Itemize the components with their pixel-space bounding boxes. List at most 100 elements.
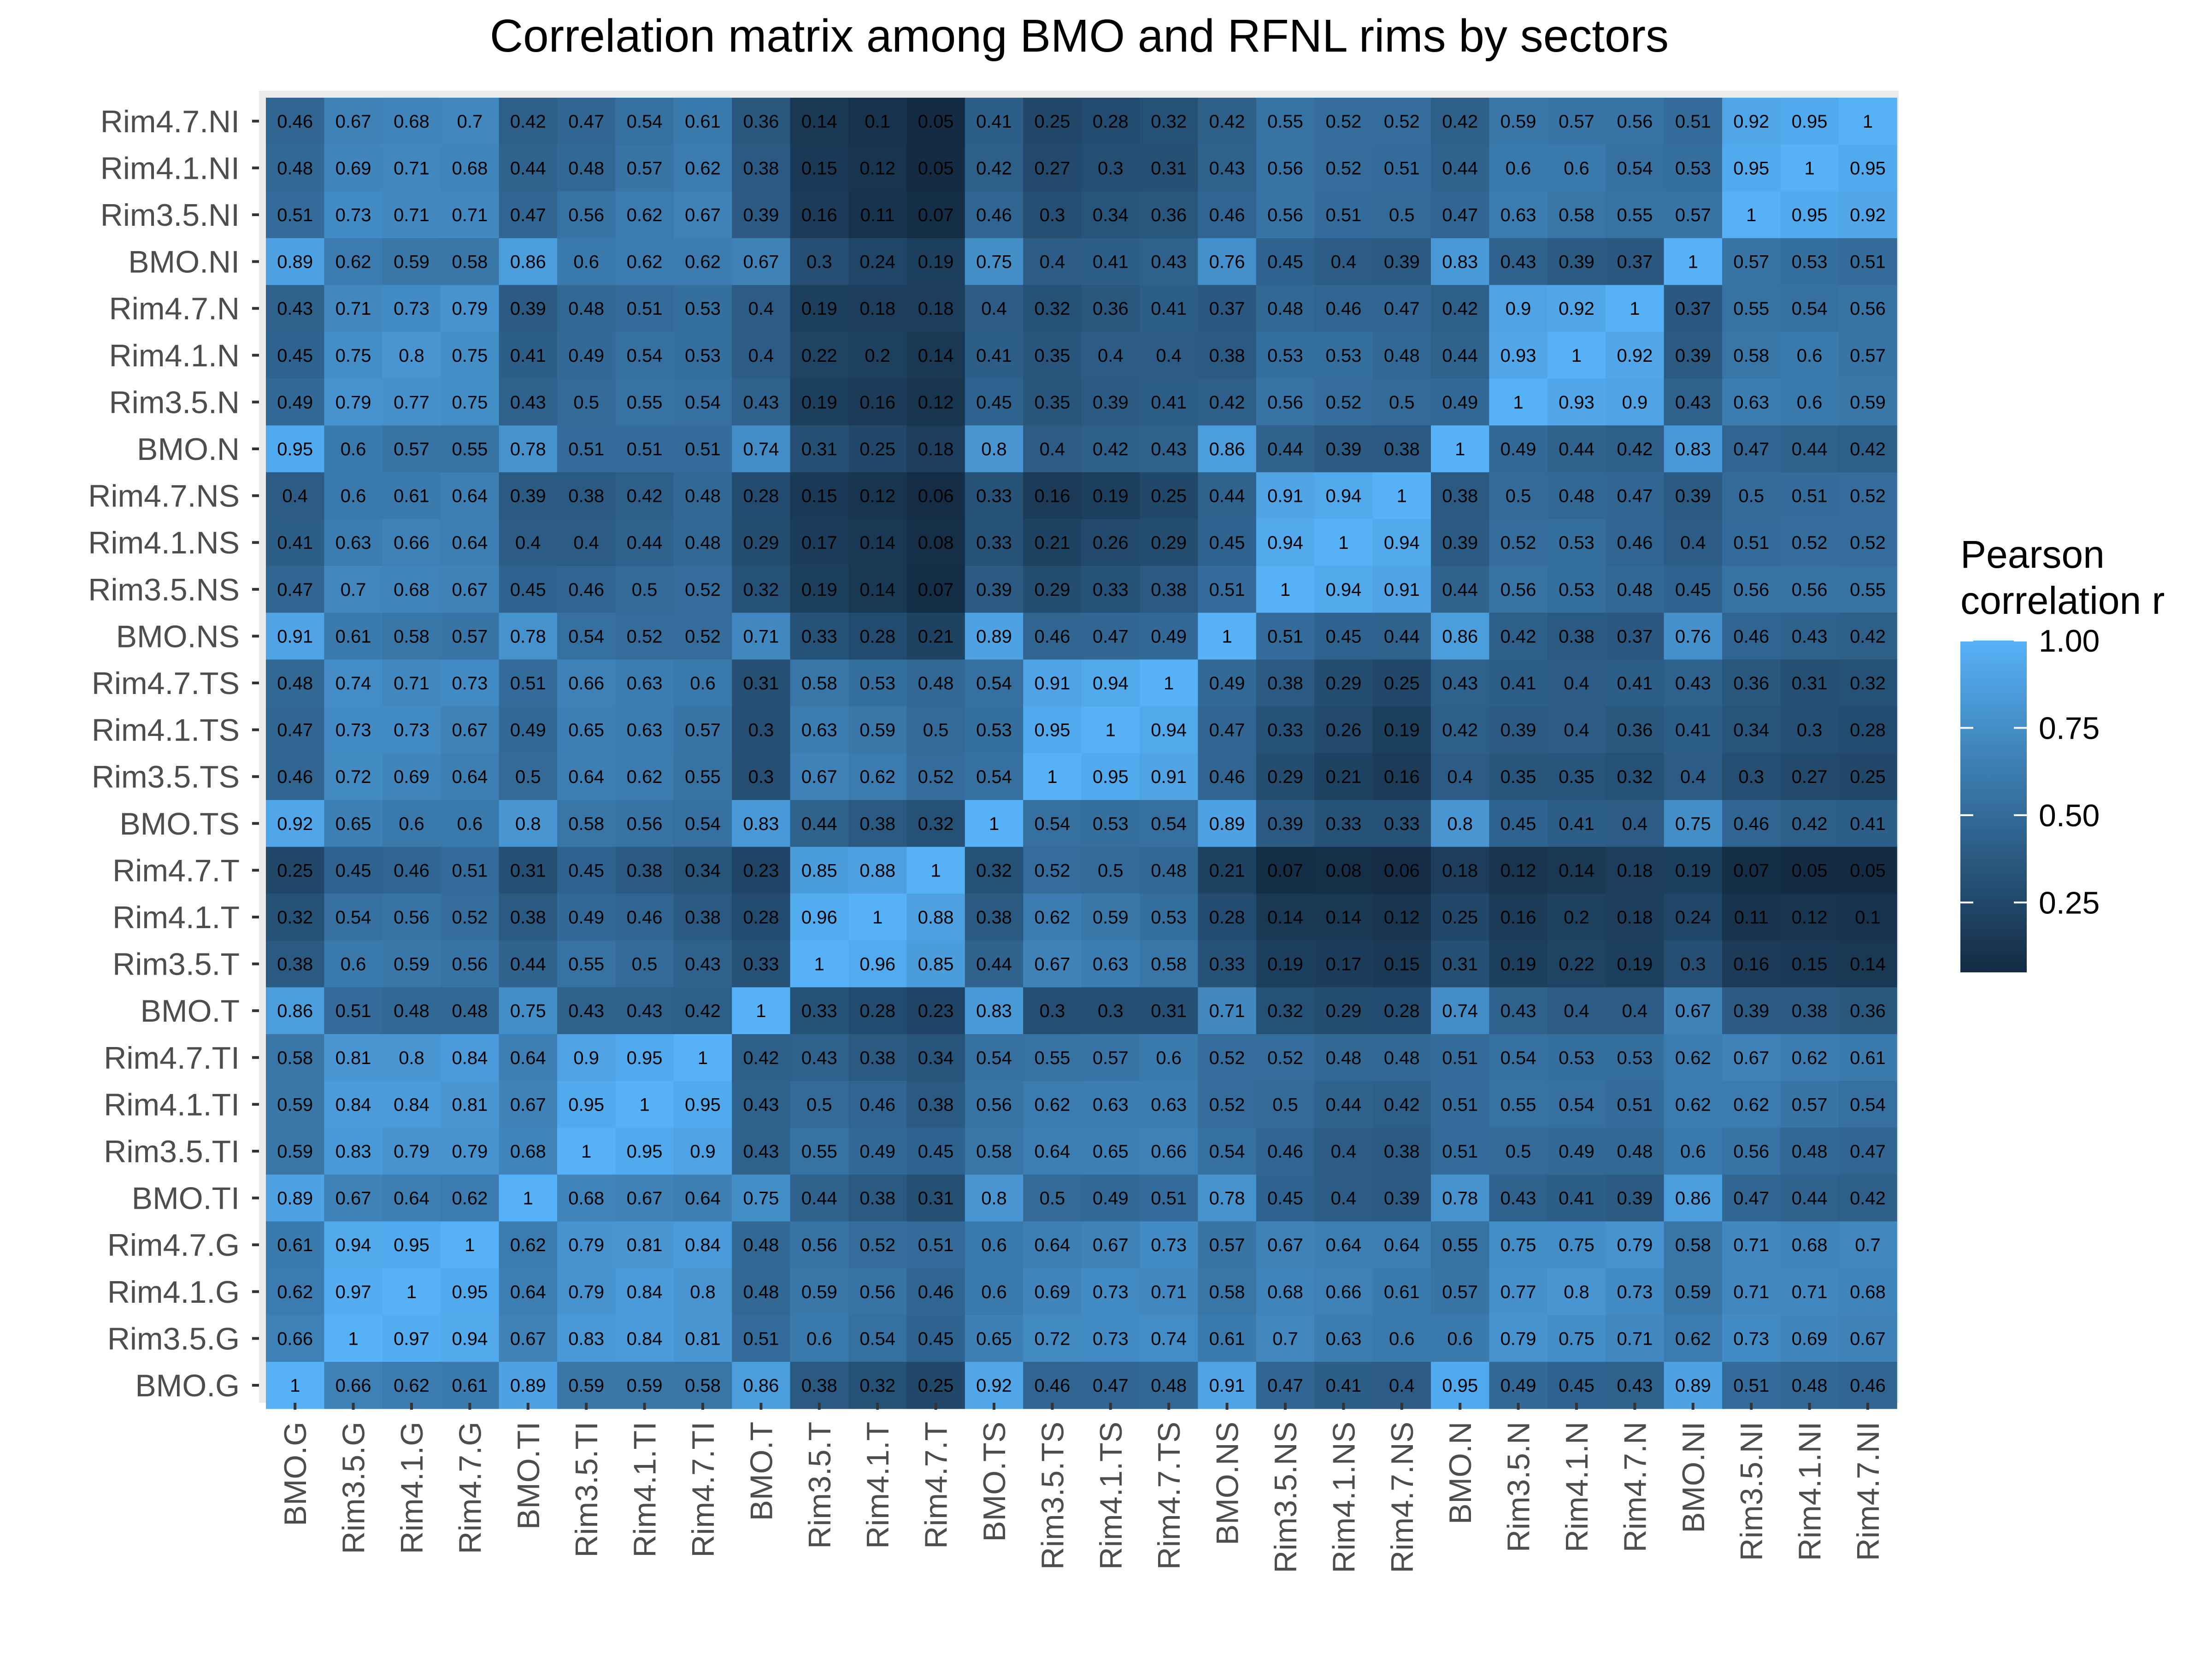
cell-value-label: 0.58 [1559, 205, 1594, 225]
heatmap-cell [1372, 1081, 1431, 1128]
heatmap-cell [906, 1034, 965, 1082]
cell-value-label: 0.39 [1559, 252, 1594, 272]
heatmap-cell [1780, 285, 1839, 332]
cell-value-label: 0.62 [335, 252, 371, 272]
cell-value-label: 0.37 [1617, 252, 1653, 272]
cell-value-label: 0.8 [690, 1282, 716, 1302]
heatmap-cell [906, 800, 965, 847]
heatmap-cell [1838, 1081, 1897, 1128]
heatmap-cell [441, 425, 500, 473]
cell-value-label: 0.69 [394, 767, 429, 787]
cell-value-label: 0.38 [859, 1048, 895, 1068]
heatmap-cell [1256, 1315, 1315, 1362]
cell-value-label: 0.39 [1093, 392, 1129, 412]
cell-value-label: 0.63 [1325, 1329, 1361, 1349]
cell-value-label: 0.64 [685, 1188, 721, 1209]
cell-value-label: 0.8 [1564, 1282, 1589, 1302]
y-tick-label: BMO.T [141, 994, 240, 1029]
heatmap-cell [324, 847, 383, 894]
y-tick-label: Rim3.5.N [109, 385, 240, 420]
cell-value-label: 0.56 [568, 205, 604, 225]
heatmap-cell [673, 1268, 732, 1316]
heatmap-cell [1198, 144, 1257, 192]
heatmap-cell [790, 425, 849, 473]
heatmap-cell [1722, 847, 1781, 894]
cell-value-label: 0.79 [1617, 1235, 1653, 1255]
heatmap-cell [790, 1034, 849, 1082]
cell-value-label: 0.66 [1325, 1282, 1361, 1302]
heatmap-cell [790, 753, 849, 800]
heatmap-cell [615, 566, 674, 613]
cell-value-label: 0.62 [627, 205, 663, 225]
heatmap-cell [441, 753, 500, 800]
cell-value-label: 0.16 [1500, 907, 1536, 928]
heatmap-cell [1140, 191, 1198, 239]
cell-value-label: 0.43 [1151, 439, 1187, 459]
heatmap-cell [1140, 1315, 1198, 1362]
heatmap-cell [382, 1221, 441, 1269]
cell-value-label: 0.46 [1617, 533, 1653, 553]
cell-value-label: 0.91 [1384, 580, 1420, 600]
heatmap-cell [1780, 659, 1839, 707]
cell-value-label: 0.59 [801, 1282, 837, 1302]
heatmap-cell [1722, 144, 1781, 192]
heatmap-cell [557, 191, 616, 239]
heatmap-cell [266, 1081, 324, 1128]
heatmap-cell [1081, 1268, 1140, 1316]
cell-value-label: 0.91 [1151, 767, 1187, 787]
cell-value-label: 0.62 [394, 1376, 429, 1396]
heatmap-cell [848, 1268, 907, 1316]
heatmap-cell [1023, 940, 1082, 988]
heatmap-cell [324, 378, 383, 426]
cell-value-label: 0.61 [1850, 1048, 1886, 1068]
heatmap-cell [1606, 1128, 1665, 1175]
cell-value-label: 0.64 [510, 1282, 546, 1302]
cell-value-label: 0.43 [801, 1048, 837, 1068]
cell-value-label: 0.53 [1559, 1048, 1594, 1068]
heatmap-cell [1198, 425, 1257, 473]
heatmap-cell [673, 800, 732, 847]
cell-value-label: 0.44 [1267, 439, 1303, 459]
cell-value-label: 0.61 [335, 626, 371, 647]
cell-value-label: 0.75 [743, 1188, 779, 1209]
cell-value-label: 0.38 [743, 158, 779, 178]
cell-value-label: 0.79 [568, 1282, 604, 1302]
cell-value-label: 0.64 [1034, 1235, 1070, 1255]
cell-value-label: 0.61 [685, 112, 721, 132]
heatmap-cell [441, 659, 500, 707]
cell-value-label: 0.71 [452, 205, 488, 225]
cell-value-label: 0.44 [1442, 580, 1478, 600]
cell-value-label: 0.5 [1506, 1141, 1531, 1162]
cell-value-label: 0.43 [743, 392, 779, 412]
cell-value-label: 0.56 [801, 1235, 837, 1255]
heatmap-cell [1023, 1034, 1082, 1082]
cell-value-label: 0.07 [1267, 860, 1303, 881]
cell-value-label: 0.86 [510, 252, 546, 272]
cell-value-label: 1 [698, 1048, 708, 1068]
cell-value-label: 0.06 [1384, 860, 1420, 881]
cell-value-label: 0.25 [1384, 673, 1420, 694]
heatmap-cell [1780, 1034, 1839, 1082]
heatmap-cell [673, 940, 732, 988]
heatmap-cell [1431, 894, 1489, 941]
heatmap-cell [1722, 659, 1781, 707]
cell-value-label: 0.12 [859, 158, 895, 178]
y-tick-label: Rim4.7.NS [88, 479, 240, 514]
cell-value-label: 0.47 [1733, 1188, 1769, 1209]
cell-value-label: 0.56 [859, 1282, 895, 1302]
heatmap-cell [1489, 612, 1548, 660]
cell-value-label: 0.12 [1500, 860, 1536, 881]
heatmap-cell [324, 894, 383, 941]
cell-value-label: 0.57 [452, 626, 488, 647]
heatmap-cell [848, 847, 907, 894]
cell-value-label: 0.5 [1506, 486, 1531, 506]
cell-value-label: 0.52 [1850, 486, 1886, 506]
heatmap-cell [1198, 940, 1257, 988]
heatmap-cell [324, 519, 383, 566]
cell-value-label: 0.44 [1442, 158, 1478, 178]
cell-value-label: 0.35 [1559, 767, 1594, 787]
cell-value-label: 0.4 [1564, 1001, 1589, 1021]
cell-value-label: 0.34 [1733, 720, 1769, 741]
cell-value-label: 0.58 [568, 814, 604, 834]
heatmap-cell [557, 1081, 616, 1128]
